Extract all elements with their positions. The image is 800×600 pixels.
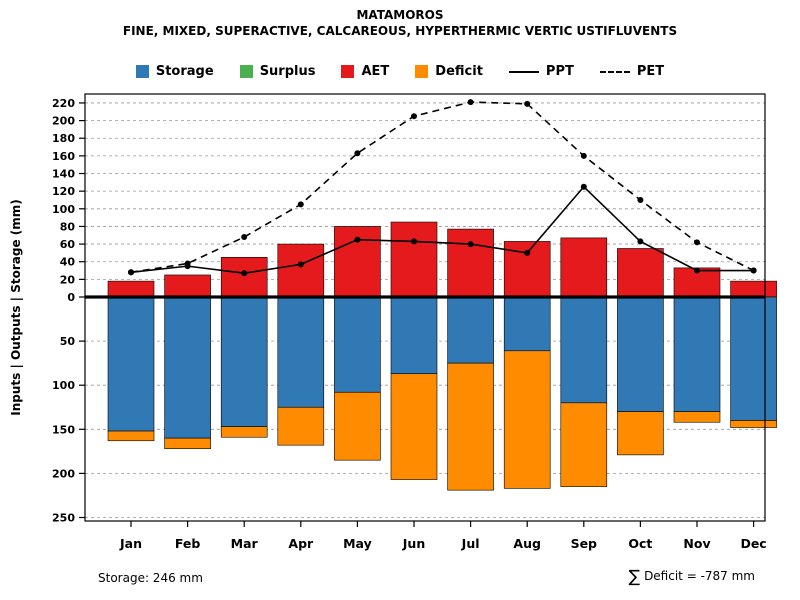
svg-text:Jan: Jan [119, 536, 142, 551]
pet-line-sample-icon [599, 70, 630, 73]
ppt-line-sample-icon [508, 70, 539, 73]
svg-text:120: 120 [52, 185, 75, 198]
svg-text:150: 150 [52, 423, 75, 436]
svg-text:Aug: Aug [513, 536, 541, 551]
svg-text:May: May [343, 536, 372, 551]
legend-item-surplus: Surplus [239, 64, 316, 79]
storage-swatch [135, 65, 149, 78]
svg-text:60: 60 [60, 238, 76, 251]
legend-label-storage: Storage [155, 64, 214, 79]
sigma-symbol: ∑ [628, 567, 641, 587]
deficit-total-label: Deficit = -787 mm [644, 569, 755, 583]
aet-swatch [341, 65, 355, 78]
legend: Storage Surplus AET Deficit PPT PET [0, 64, 800, 79]
chart-title: MATAMOROS [356, 8, 444, 22]
storage-total-text: Storage: 246 mm [98, 571, 203, 585]
svg-text:100: 100 [52, 379, 75, 392]
svg-text:Inputs | Outputs | Storage (m: Inputs | Outputs | Storage (mm) [9, 199, 23, 416]
svg-text:50: 50 [60, 335, 76, 348]
svg-text:Feb: Feb [175, 536, 201, 551]
legend-label-surplus: Surplus [259, 64, 316, 79]
svg-text:200: 200 [52, 115, 75, 128]
legend-label-deficit: Deficit [435, 64, 483, 79]
legend-label-ppt: PPT [545, 64, 574, 79]
legend-label-aet: AET [361, 64, 390, 79]
legend-item-aet: AET [341, 64, 389, 79]
deficit-total-text: ∑ Deficit = -787 mm [629, 567, 755, 587]
svg-text:Jun: Jun [402, 536, 425, 551]
svg-text:140: 140 [52, 168, 75, 181]
svg-text:250: 250 [52, 512, 75, 525]
legend-item-deficit: Deficit [415, 64, 483, 79]
svg-text:Nov: Nov [683, 536, 710, 551]
svg-text:40: 40 [60, 256, 76, 269]
svg-text:100: 100 [52, 203, 75, 216]
deficit-swatch [415, 65, 429, 78]
svg-text:180: 180 [52, 132, 75, 145]
svg-text:Mar: Mar [231, 536, 259, 551]
chart-svg: 0 20 40 60 80 100 120 140 160 180 200 220 50 100 150 20… [9, 93, 777, 551]
svg-text:Oct: Oct [628, 536, 652, 551]
legend-label-pet: PET [636, 64, 665, 79]
svg-text:200: 200 [52, 467, 75, 480]
legend-item-storage: Storage [135, 64, 214, 79]
svg-text:220: 220 [52, 97, 75, 110]
svg-text:0: 0 [67, 291, 75, 304]
legend-item-pet: PET [599, 64, 665, 79]
svg-text:160: 160 [52, 150, 75, 163]
svg-text:80: 80 [60, 220, 76, 233]
svg-text:20: 20 [60, 273, 76, 286]
surplus-swatch [239, 65, 253, 78]
svg-text:Jul: Jul [461, 536, 480, 551]
svg-text:Dec: Dec [740, 536, 766, 551]
svg-text:Apr: Apr [288, 536, 314, 551]
chart-subtitle: FINE, MIXED, SUPERACTIVE, CALCAREOUS, HY… [122, 24, 678, 38]
svg-text:Sep: Sep [571, 536, 597, 551]
legend-item-ppt: PPT [508, 64, 574, 79]
